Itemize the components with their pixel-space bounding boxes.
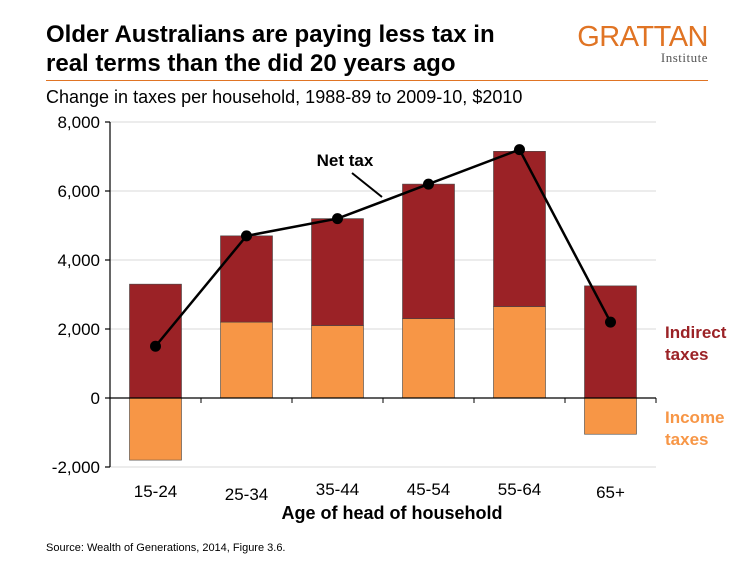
y-tick-label: 0 bbox=[91, 389, 100, 408]
y-tick-label: -2,000 bbox=[52, 458, 100, 477]
bar-indirect-taxes bbox=[493, 151, 546, 307]
x-tick-label: 65+ bbox=[596, 483, 625, 502]
x-tick-label: 55-64 bbox=[498, 480, 541, 499]
bar-income-taxes bbox=[129, 397, 182, 461]
y-tick-label: 6,000 bbox=[57, 182, 100, 201]
bar-income-taxes bbox=[311, 325, 364, 399]
net-tax-point bbox=[605, 316, 616, 328]
x-tick-label: 45-54 bbox=[407, 480, 450, 499]
bar-indirect-taxes bbox=[311, 218, 364, 326]
bar-income-taxes bbox=[584, 397, 637, 435]
net-tax-line bbox=[154, 148, 612, 348]
x-tick-label: 25-34 bbox=[225, 485, 268, 504]
legend-indirect-taxes-line1: Indirect bbox=[665, 323, 727, 342]
source-note: Source: Wealth of Generations, 2014, Fig… bbox=[46, 542, 286, 554]
legend-indirect-taxes-line2: taxes bbox=[665, 345, 708, 364]
logo-wordmark: GRATTAN bbox=[577, 21, 708, 53]
legend-income-taxes-line2: taxes bbox=[665, 430, 708, 449]
chart-title-line2: real terms than the did 20 years ago bbox=[46, 50, 456, 77]
legend-income-taxes-line1: Income bbox=[665, 408, 725, 427]
net-tax-point bbox=[150, 340, 161, 352]
chart-title: Older Australians are paying less tax in… bbox=[46, 20, 566, 78]
grattan-logo: GRATTAN Institute bbox=[577, 22, 708, 66]
net-tax-series bbox=[150, 144, 616, 352]
grid-lines bbox=[110, 121, 656, 468]
net-tax-label-leader bbox=[351, 172, 383, 198]
net-tax-label: Net tax bbox=[317, 151, 374, 170]
x-tick-label: 15-24 bbox=[134, 482, 177, 501]
bar-indirect-taxes bbox=[584, 285, 637, 399]
y-tick-label: 2,000 bbox=[57, 320, 100, 339]
net-tax-point bbox=[241, 230, 252, 242]
bar-income-taxes bbox=[402, 318, 455, 399]
bars bbox=[129, 151, 637, 461]
y-tick-label: 8,000 bbox=[57, 113, 100, 132]
x-axis-title: Age of head of household bbox=[282, 503, 503, 523]
axes bbox=[105, 121, 657, 468]
net-tax-point bbox=[423, 178, 434, 190]
net-tax-point bbox=[332, 213, 343, 225]
x-tick-label: 35-44 bbox=[316, 480, 359, 499]
y-tick-label: 4,000 bbox=[57, 251, 100, 270]
chart-subtitle: Change in taxes per household, 1988-89 t… bbox=[46, 87, 523, 107]
bar-income-taxes bbox=[493, 306, 546, 399]
net-tax-point bbox=[514, 144, 525, 156]
logo-subtext: Institute bbox=[660, 50, 708, 65]
chart-title-line1: Older Australians are paying less tax in bbox=[46, 21, 495, 48]
chart-labels: -2,000 0 2,000 4,000 6,000 8,000 15-24 2… bbox=[52, 113, 727, 523]
bar-income-taxes bbox=[220, 321, 273, 399]
header-divider bbox=[46, 80, 708, 81]
bar-indirect-taxes bbox=[220, 235, 273, 323]
bar-indirect-taxes bbox=[402, 183, 455, 319]
